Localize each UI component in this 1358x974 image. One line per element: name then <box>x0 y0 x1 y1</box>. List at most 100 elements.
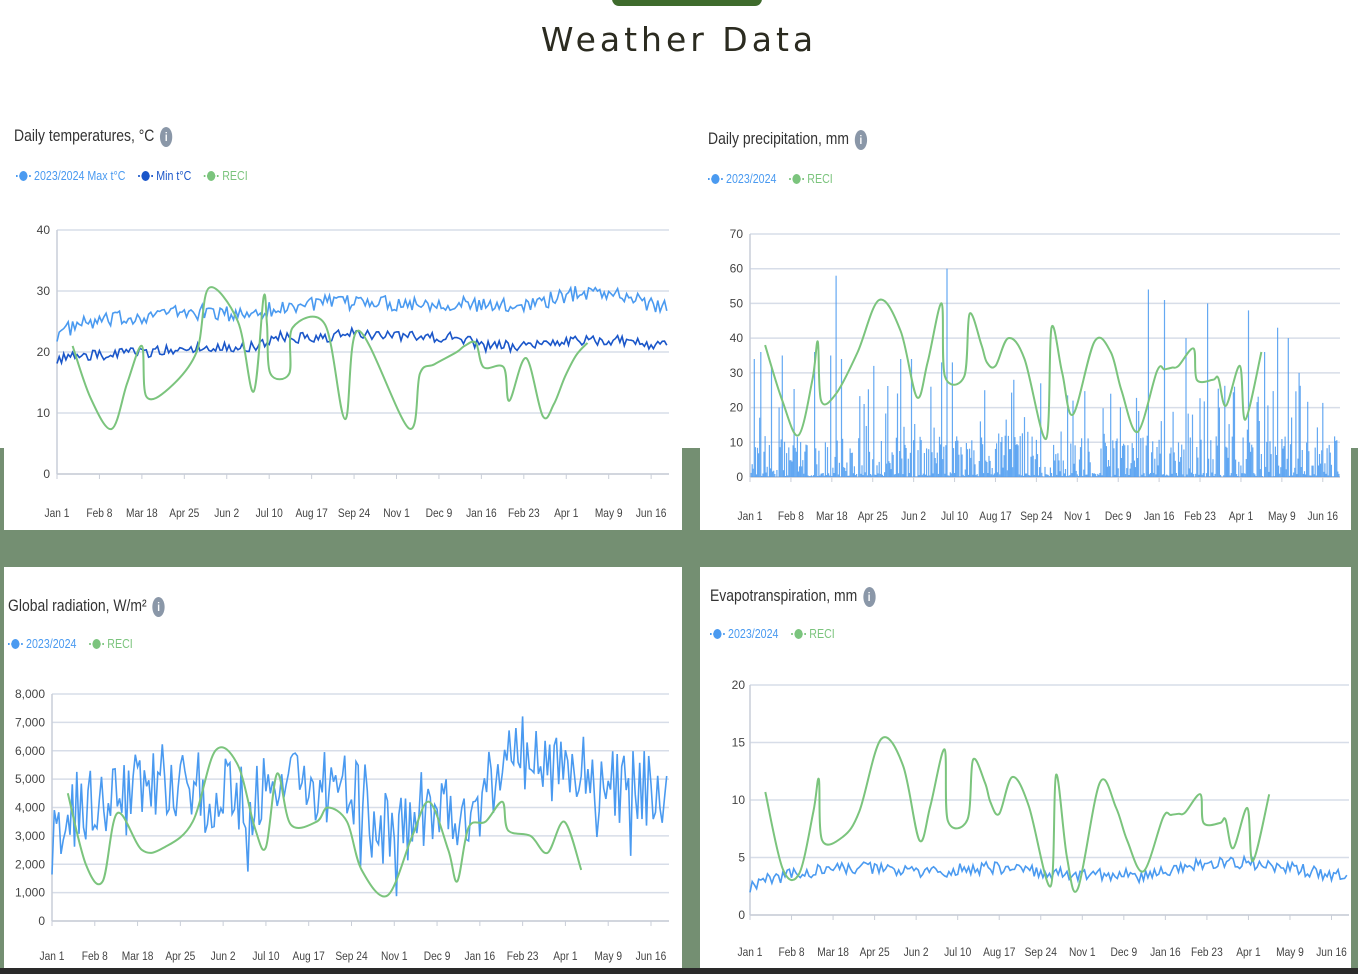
precip-bar <box>923 453 925 477</box>
precip-bar <box>1207 303 1209 477</box>
precip-bar <box>1247 310 1250 477</box>
precip-bar <box>779 447 781 477</box>
y-tick-label: 6,000 <box>15 744 45 758</box>
bottom-bar <box>0 968 1358 974</box>
precip-bar <box>1069 475 1071 477</box>
info-icon[interactable]: i <box>854 129 868 150</box>
precip-bar <box>1060 431 1062 477</box>
precip-bar <box>844 468 846 477</box>
precip-bar <box>835 275 837 477</box>
precip-bar <box>989 460 991 477</box>
precip-bar <box>876 465 878 477</box>
precip-bar <box>997 472 999 477</box>
precip-bar <box>961 454 963 477</box>
precip-bar <box>985 460 987 477</box>
precip-bar <box>788 447 790 477</box>
legend-item-reci[interactable]: RECI <box>89 636 133 651</box>
x-tick-label: Feb 23 <box>1191 946 1223 959</box>
legend-item-series[interactable]: 2023/2024 <box>708 171 776 186</box>
legend-item-series[interactable]: 2023/2024 <box>710 626 778 641</box>
precip-bar <box>1335 440 1337 477</box>
x-tick-label: Mar 18 <box>122 950 154 963</box>
x-tick-label: Jan 16 <box>1144 510 1175 523</box>
precip-bar <box>1046 474 1048 477</box>
precip-bar <box>1141 474 1143 477</box>
precip-bar <box>1045 474 1047 477</box>
legend-item-reci[interactable]: RECI <box>791 626 835 641</box>
top-tab-pill[interactable] <box>612 0 762 6</box>
x-tick-label: Mar 18 <box>126 507 158 520</box>
precip-bar <box>901 458 903 477</box>
y-tick-label: 50 <box>730 296 744 310</box>
series-reci-2 <box>66 746 583 898</box>
precip-bar <box>1224 385 1226 477</box>
precip-bar <box>1137 458 1139 477</box>
legend-item-min[interactable]: Min t°C <box>138 168 191 183</box>
precip-bar <box>1325 473 1327 477</box>
x-tick-label: Nov 1 <box>1064 510 1091 523</box>
precip-bar <box>1015 444 1017 477</box>
precip-bar <box>927 475 929 477</box>
precip-bar <box>1307 401 1309 477</box>
precip-bar <box>1062 460 1064 477</box>
legend-item-max[interactable]: 2023/2024 Max t°C <box>16 168 125 183</box>
precip-bar <box>842 438 844 477</box>
precip-bar <box>1011 392 1013 477</box>
precip-bar <box>1089 462 1091 477</box>
precip-bar <box>807 475 809 477</box>
precip-bar <box>798 466 801 477</box>
precip-bar <box>767 476 769 477</box>
legend-item-series[interactable]: 2023/2024 <box>8 636 76 651</box>
precip-bar <box>1326 448 1328 477</box>
precip-bar <box>1135 397 1138 477</box>
precip-bar <box>1219 474 1222 477</box>
y-tick-label: 5 <box>738 851 745 865</box>
precip-bar <box>794 447 796 477</box>
precip-bar <box>1142 437 1144 477</box>
y-tick-label: 40 <box>730 331 744 345</box>
x-tick-label: Jun 16 <box>1316 946 1347 959</box>
precip-bar <box>772 471 774 477</box>
precip-bar <box>1188 468 1190 477</box>
precip-bar <box>1148 474 1150 477</box>
legend-marker-icon <box>16 170 31 182</box>
legend-item-reci[interactable]: RECI <box>204 168 248 183</box>
legend-marker-icon <box>708 173 723 185</box>
precip-bar <box>1006 470 1008 477</box>
panel-title-text: Evapotranspiration, mm <box>710 586 858 605</box>
legend-item-reci[interactable]: RECI <box>789 171 833 186</box>
precip-bar <box>909 452 911 477</box>
precip-bar <box>1114 474 1116 477</box>
precip-bar <box>928 449 930 477</box>
precip-bar <box>1110 393 1112 477</box>
precip-bar <box>754 447 756 477</box>
precip-bar <box>1289 444 1292 477</box>
precip-bar <box>859 396 861 477</box>
frame-band-right <box>1351 448 1358 974</box>
x-tick-label: Jun 2 <box>214 507 239 520</box>
precip-bar <box>947 475 949 477</box>
x-tick-label: Feb 8 <box>86 507 112 520</box>
precip-bar <box>1249 442 1251 477</box>
info-icon[interactable]: i <box>152 596 165 617</box>
precip-bar <box>1076 474 1078 477</box>
precip-bar <box>1112 440 1114 477</box>
precip-bar <box>1030 456 1032 477</box>
x-tick-label: Aug 17 <box>293 950 325 963</box>
precip-bar <box>829 475 831 477</box>
precip-bar <box>1106 466 1108 477</box>
precip-bar <box>1105 446 1107 477</box>
precip-bar <box>1225 446 1227 477</box>
precip-bar <box>1254 474 1256 477</box>
precip-bar <box>924 474 927 477</box>
precip-bar <box>1002 467 1004 477</box>
info-icon[interactable]: i <box>160 126 173 147</box>
precip-bar <box>1019 436 1021 477</box>
precip-bar <box>824 442 826 477</box>
precip-bar <box>1240 465 1242 477</box>
precip-bar <box>973 450 975 477</box>
precip-bar <box>764 436 766 477</box>
info-icon[interactable]: i <box>862 586 876 607</box>
x-tick-label: Jan 1 <box>738 510 763 523</box>
x-tick-label: Apr 1 <box>1229 510 1253 523</box>
